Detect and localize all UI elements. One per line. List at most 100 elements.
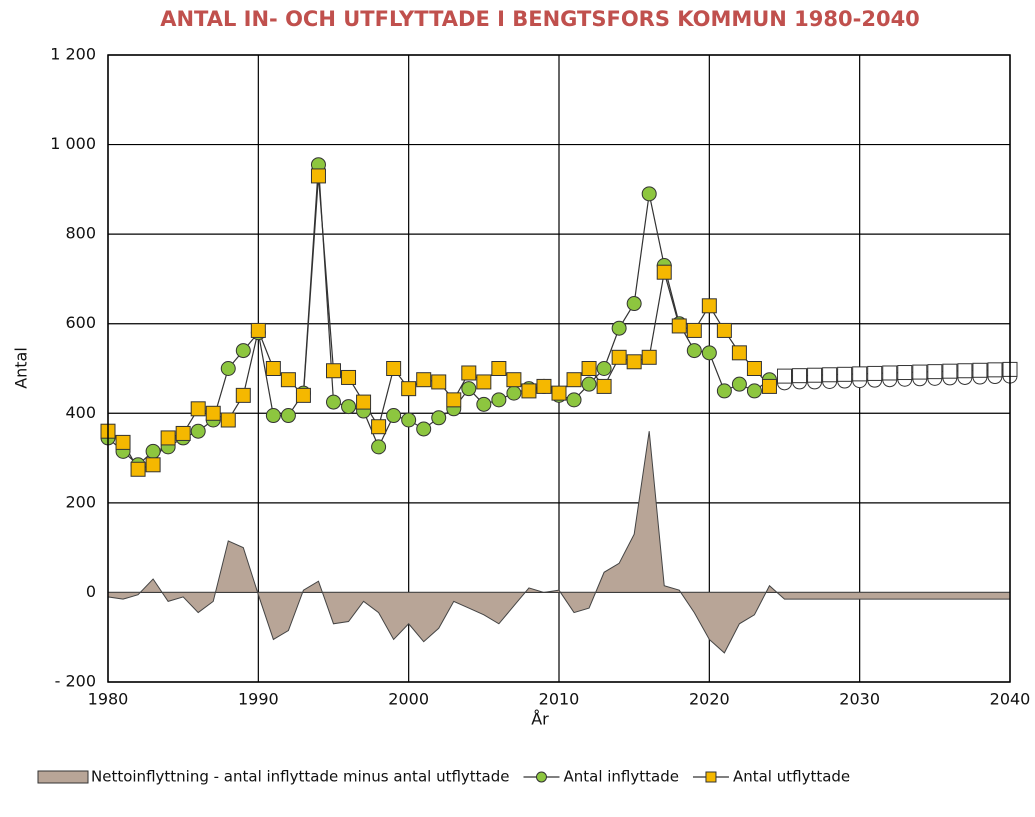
- point: [867, 365, 883, 381]
- point: [987, 362, 1003, 378]
- point: [265, 361, 281, 376]
- point: [175, 425, 191, 441]
- point: [536, 378, 552, 394]
- point: [326, 394, 341, 410]
- point: [897, 365, 913, 381]
- point: [656, 264, 672, 280]
- point: [686, 343, 702, 359]
- point: [506, 372, 522, 388]
- y-tick-label: 400: [65, 403, 96, 422]
- point: [416, 421, 432, 437]
- point: [912, 364, 928, 380]
- point: [265, 408, 281, 424]
- point: [882, 365, 898, 381]
- point: [205, 405, 221, 421]
- x-tick-label: 1990: [238, 690, 279, 709]
- point: [761, 378, 777, 394]
- point: [491, 361, 507, 376]
- point: [476, 396, 492, 412]
- point: [145, 457, 161, 473]
- point: [611, 349, 627, 365]
- point: [551, 385, 567, 401]
- legend-label: Nettoinflyttning - antal inflyttade minu…: [91, 768, 509, 786]
- point: [506, 385, 522, 401]
- point: [310, 168, 326, 184]
- point: [341, 369, 357, 385]
- x-tick-label: 2030: [839, 690, 880, 709]
- point: [611, 320, 627, 336]
- y-axis-label: Antal: [12, 347, 31, 389]
- point: [731, 345, 747, 361]
- point: [581, 361, 597, 376]
- point: [461, 381, 477, 397]
- point: [386, 408, 402, 424]
- point: [596, 361, 612, 376]
- point: [220, 361, 236, 376]
- point: [145, 443, 161, 459]
- point: [942, 363, 958, 379]
- y-tick-label: 1 000: [50, 134, 96, 153]
- x-tick-label: 2040: [990, 690, 1031, 709]
- legend-label: Antal inflyttade: [563, 768, 678, 786]
- point: [220, 412, 236, 428]
- point: [566, 392, 582, 408]
- plot-frame: [107, 54, 1011, 683]
- y-tick-label: 600: [65, 313, 96, 332]
- y-tick-label: 1 200: [50, 45, 96, 64]
- x-tick-label: 2010: [539, 690, 580, 709]
- point: [731, 376, 747, 392]
- point: [371, 439, 387, 455]
- point: [822, 367, 838, 383]
- point: [852, 366, 868, 382]
- point: [386, 361, 402, 376]
- point: [927, 364, 943, 380]
- point: [401, 381, 417, 397]
- point: [160, 430, 176, 446]
- point: [566, 372, 582, 388]
- point: [280, 372, 296, 388]
- point: [371, 419, 387, 435]
- point: [250, 322, 266, 338]
- net-area: [107, 431, 1011, 654]
- point: [326, 363, 341, 379]
- point: [491, 392, 507, 408]
- point: [431, 374, 447, 390]
- point: [416, 372, 432, 388]
- y-tick-label: 200: [65, 492, 96, 511]
- legend-swatch: [37, 770, 89, 784]
- point: [431, 410, 447, 426]
- point: [115, 434, 131, 450]
- point: [341, 399, 357, 415]
- point: [671, 318, 687, 334]
- point: [581, 376, 597, 392]
- point: [641, 186, 657, 202]
- point: [957, 363, 973, 379]
- legend-swatch: [535, 771, 547, 783]
- x-tick-label: 1980: [88, 690, 129, 709]
- point: [476, 374, 492, 390]
- y-tick-label: - 200: [55, 672, 96, 691]
- point: [716, 322, 732, 338]
- x-tick-label: 2020: [689, 690, 730, 709]
- point: [972, 362, 988, 378]
- point: [235, 343, 251, 359]
- point: [701, 298, 717, 314]
- point: [626, 354, 642, 370]
- point: [686, 322, 702, 338]
- point: [626, 296, 642, 312]
- point: [235, 387, 251, 403]
- point: [190, 423, 206, 439]
- point: [807, 367, 823, 383]
- point: [701, 345, 717, 361]
- legend-swatch: [705, 771, 717, 783]
- point: [280, 408, 296, 424]
- point: [641, 349, 657, 365]
- point: [521, 383, 537, 399]
- point: [837, 366, 853, 382]
- x-tick-label: 2000: [388, 690, 429, 709]
- point: [401, 412, 417, 428]
- point: [792, 368, 808, 384]
- point: [295, 387, 311, 403]
- point: [190, 401, 206, 417]
